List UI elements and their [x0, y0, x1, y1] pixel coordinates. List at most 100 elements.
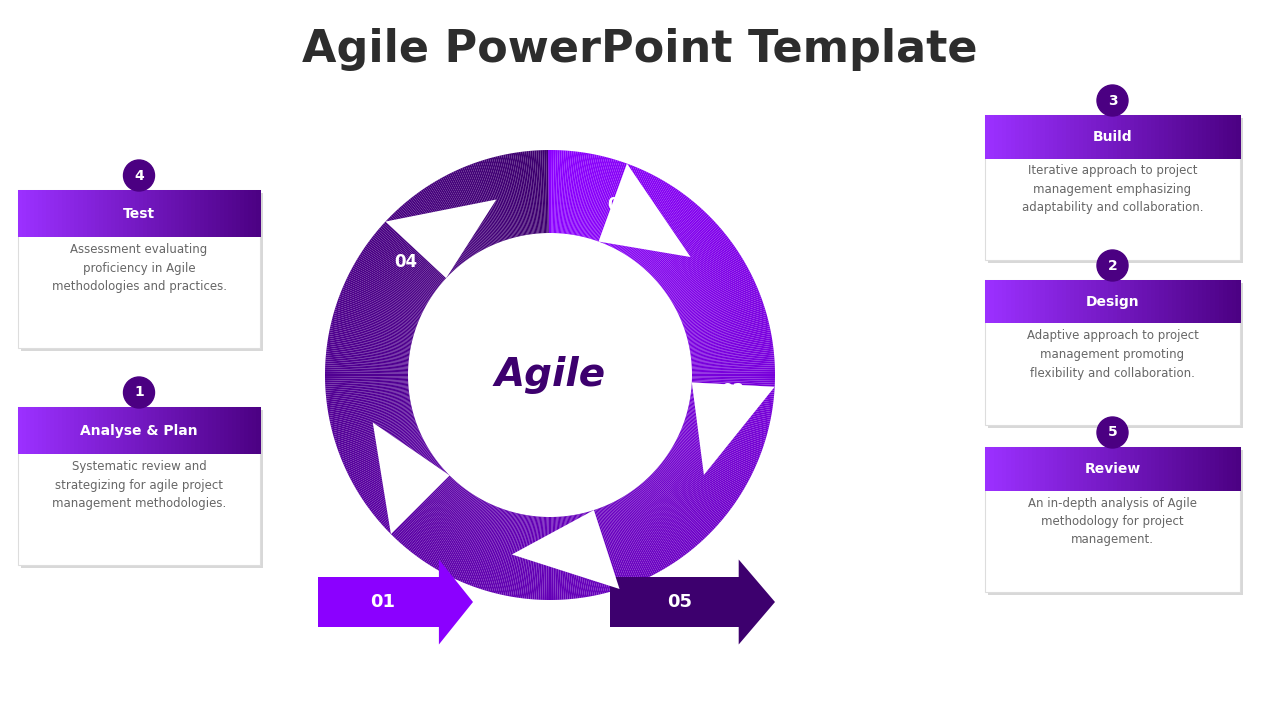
- Text: Systematic review and
strategizing for agile project
management methodologies.: Systematic review and strategizing for a…: [52, 460, 227, 510]
- Wedge shape: [652, 473, 713, 531]
- Bar: [42, 407, 47, 454]
- Wedge shape: [682, 425, 760, 456]
- Wedge shape: [342, 289, 419, 322]
- Bar: [1053, 447, 1057, 490]
- Wedge shape: [614, 174, 654, 249]
- Wedge shape: [643, 482, 699, 545]
- Bar: [1206, 115, 1211, 158]
- Wedge shape: [623, 182, 668, 254]
- Wedge shape: [627, 493, 675, 564]
- Wedge shape: [691, 348, 773, 359]
- Wedge shape: [444, 176, 484, 250]
- Bar: [997, 280, 1002, 323]
- Wedge shape: [347, 436, 422, 474]
- Bar: [78, 407, 83, 454]
- Bar: [1206, 280, 1211, 323]
- Bar: [196, 190, 200, 238]
- Wedge shape: [636, 197, 689, 263]
- Wedge shape: [466, 166, 498, 243]
- Wedge shape: [585, 513, 607, 593]
- Wedge shape: [330, 405, 411, 423]
- Wedge shape: [632, 490, 682, 558]
- Wedge shape: [348, 274, 422, 312]
- Bar: [1044, 280, 1050, 323]
- Wedge shape: [637, 198, 690, 264]
- Wedge shape: [650, 216, 710, 276]
- Bar: [134, 407, 140, 454]
- Wedge shape: [691, 351, 774, 361]
- Wedge shape: [682, 294, 760, 325]
- Bar: [1172, 115, 1176, 158]
- Wedge shape: [513, 515, 527, 597]
- Wedge shape: [326, 390, 408, 400]
- Wedge shape: [678, 278, 754, 315]
- Wedge shape: [507, 154, 524, 235]
- Wedge shape: [630, 189, 677, 258]
- Wedge shape: [577, 514, 595, 596]
- Wedge shape: [328, 338, 410, 353]
- Bar: [1211, 447, 1215, 490]
- Wedge shape: [639, 485, 691, 551]
- Wedge shape: [394, 477, 452, 539]
- Wedge shape: [325, 379, 408, 383]
- Bar: [31, 190, 35, 238]
- Wedge shape: [424, 187, 471, 257]
- Wedge shape: [691, 384, 774, 391]
- Bar: [111, 407, 115, 454]
- Wedge shape: [612, 173, 650, 248]
- Wedge shape: [684, 296, 762, 326]
- Polygon shape: [611, 559, 774, 644]
- Wedge shape: [326, 348, 410, 359]
- Bar: [232, 407, 237, 454]
- Wedge shape: [572, 153, 588, 235]
- Wedge shape: [402, 204, 458, 268]
- Wedge shape: [618, 499, 659, 572]
- Bar: [183, 407, 188, 454]
- Wedge shape: [426, 186, 472, 256]
- Wedge shape: [346, 435, 422, 472]
- Bar: [1023, 447, 1028, 490]
- Bar: [1189, 115, 1194, 158]
- Bar: [252, 407, 256, 454]
- Wedge shape: [343, 431, 420, 467]
- Wedge shape: [669, 253, 740, 299]
- Wedge shape: [525, 151, 535, 234]
- Wedge shape: [568, 516, 581, 598]
- Wedge shape: [404, 483, 458, 547]
- Wedge shape: [621, 180, 664, 253]
- Wedge shape: [650, 474, 710, 534]
- Bar: [1010, 280, 1015, 323]
- Wedge shape: [686, 415, 765, 441]
- Wedge shape: [438, 179, 480, 252]
- Bar: [159, 407, 164, 454]
- Bar: [131, 190, 136, 238]
- Wedge shape: [600, 165, 632, 243]
- Wedge shape: [526, 151, 536, 234]
- Wedge shape: [563, 516, 573, 599]
- Wedge shape: [457, 504, 493, 580]
- Bar: [1070, 115, 1075, 158]
- Wedge shape: [686, 309, 765, 335]
- Bar: [95, 190, 99, 238]
- Bar: [224, 407, 228, 454]
- Wedge shape: [529, 151, 538, 234]
- Wedge shape: [662, 462, 727, 515]
- Wedge shape: [325, 375, 408, 377]
- Wedge shape: [431, 495, 476, 567]
- Wedge shape: [479, 510, 506, 589]
- Wedge shape: [325, 357, 408, 365]
- Wedge shape: [351, 441, 425, 482]
- Wedge shape: [325, 373, 408, 375]
- Wedge shape: [626, 185, 672, 256]
- Wedge shape: [349, 439, 424, 479]
- Wedge shape: [669, 450, 741, 496]
- Bar: [1206, 447, 1211, 490]
- Wedge shape: [691, 349, 774, 360]
- Wedge shape: [689, 406, 769, 426]
- Bar: [1096, 447, 1101, 490]
- Bar: [997, 447, 1002, 490]
- Wedge shape: [335, 305, 415, 333]
- Wedge shape: [538, 150, 544, 233]
- Wedge shape: [691, 381, 774, 387]
- Bar: [1151, 280, 1156, 323]
